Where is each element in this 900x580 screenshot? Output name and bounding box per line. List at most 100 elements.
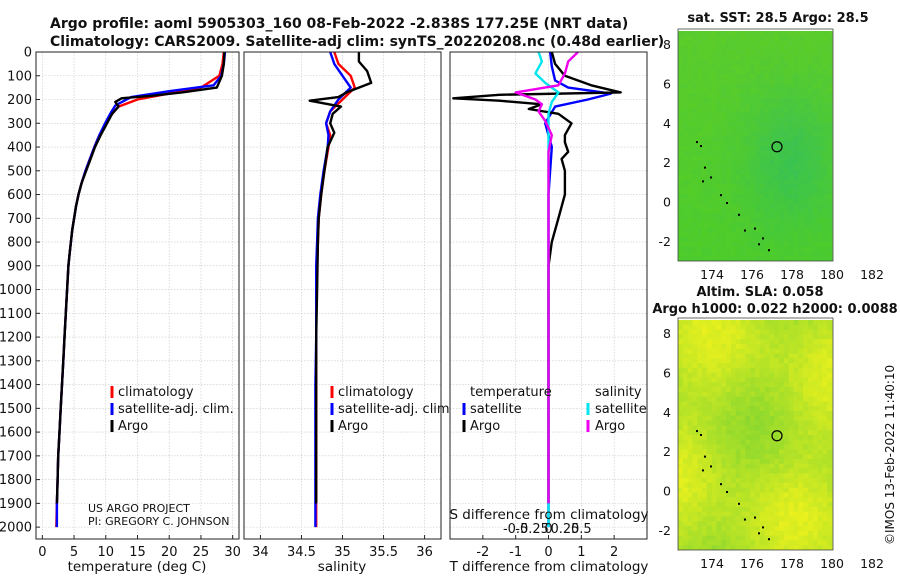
heatmap-cell [803,497,809,503]
heatmap-cell [692,492,698,498]
heatmap-cell [793,40,799,46]
heatmap-cell [697,516,703,522]
heatmap-cell [769,160,775,166]
heatmap-cell [764,208,771,214]
heatmap-cell [697,387,703,393]
heatmap-cell [702,363,708,369]
heatmap-cell [822,468,828,474]
heatmap-cell [774,40,780,46]
island-speck [744,229,746,232]
heatmap-cell [769,222,775,229]
heatmap-cell [755,449,761,455]
y-tick-label: 500 [7,164,32,179]
heatmap-cell [817,411,823,417]
heatmap-cell [687,526,694,532]
heatmap-cell [774,122,780,128]
heatmap-cell [697,425,703,431]
heatmap-cell [697,241,703,248]
heatmap-cell [716,59,722,66]
heatmap-cell [779,526,785,532]
heatmap-cell [812,83,819,90]
heatmap-cell [798,367,804,374]
heatmap-cell [812,478,819,484]
heatmap-cell [730,246,737,253]
heatmap-cell [764,59,771,66]
heatmap-cell [740,251,746,257]
heatmap-cell [822,540,828,546]
island-speck [762,526,764,529]
heatmap-cell [793,174,799,181]
series-line-argo [308,52,373,504]
heatmap-cell [750,324,756,331]
heatmap-cell [793,425,799,431]
heatmap-cell [750,107,756,114]
heatmap-cell [706,112,713,118]
heatmap-cell [721,30,727,37]
heatmap-cell [755,112,761,118]
heatmap-cell [798,434,804,441]
salinity-panel: 34 34.5 35 35.5 36 salinity climatology sate… [243,51,454,575]
heatmap-cell [735,131,742,137]
heatmap-cell [779,64,785,70]
heatmap-cell [711,391,718,398]
heatmap-cell [735,401,742,407]
heatmap-cell [716,497,722,503]
heatmap-cell [687,535,694,542]
heatmap-cell [803,222,809,229]
heatmap-cell [678,30,684,37]
heatmap-cell [726,169,732,176]
heatmap-cell [697,155,703,161]
heatmap-cell [697,348,703,355]
heatmap-cell [740,189,746,195]
heatmap-cell [764,256,771,261]
heatmap-cell [687,165,694,171]
heatmap-cell [711,526,718,532]
heatmap-cell [702,246,708,253]
heatmap-cell [774,83,780,90]
heatmap-cell [759,463,766,470]
heatmap-cell [726,179,732,185]
heatmap-cell [750,35,756,42]
heatmap-cell [793,377,799,383]
heatmap-cell [702,406,708,412]
heatmap-cell [682,411,689,417]
heatmap-cell [807,30,814,37]
heatmap-cell [726,174,732,181]
heatmap-cell [726,54,732,61]
heatmap-cell [721,145,727,152]
heatmap-cell [812,545,819,550]
heatmap-cell [716,169,722,176]
heatmap-cell [822,396,828,403]
heatmap-cell [678,516,684,522]
heatmap-cell [735,251,742,257]
heatmap-cell [788,141,795,147]
heatmap-cell [812,93,819,99]
heatmap-cell [807,511,814,518]
heatmap-cell [812,122,819,128]
heatmap-cell [750,382,756,388]
heatmap-cell [783,497,790,503]
heatmap-cell [721,545,727,550]
heatmap-cell [687,189,694,195]
heatmap-cell [779,232,785,238]
heatmap-cell [755,506,761,513]
heatmap-cell [759,54,766,61]
heatmap-cell [822,511,828,518]
heatmap-cell [730,141,737,147]
heatmap-cell [759,208,766,214]
heatmap-cell [750,227,756,233]
heatmap-cell [711,217,718,224]
x-tick-label: 0 [38,545,46,560]
heatmap-cell [755,78,761,85]
heatmap-cell [759,406,766,412]
legend-temp-argo: Argo [470,419,500,434]
lat-tick-label: 4 [663,405,671,420]
heatmap-cell [678,102,684,109]
heatmap-cell [755,160,761,166]
heatmap-cell [706,126,713,133]
heatmap-cell [798,160,804,166]
heatmap-cell [687,59,694,66]
heatmap-cell [755,334,761,340]
heatmap-cell [759,237,766,243]
